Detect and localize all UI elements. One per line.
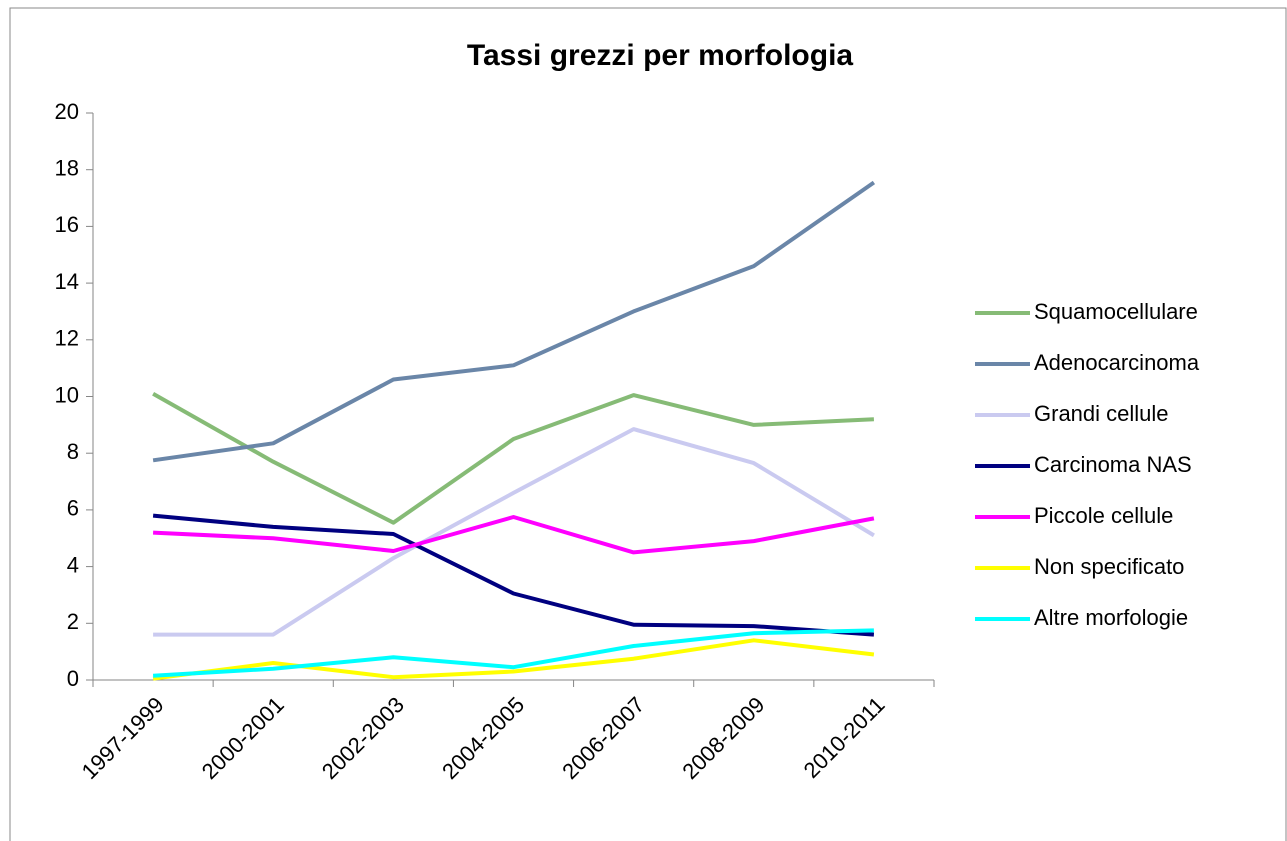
legend-label: Squamocellulare — [1034, 299, 1198, 324]
x-tick-label: 2008-2009 — [677, 692, 769, 784]
series-line — [152, 180, 876, 463]
chart-frame — [9, 7, 1287, 841]
legend-label: Adenocarcinoma — [1034, 350, 1200, 375]
y-tick-label: 4 — [67, 552, 79, 577]
x-tick-label: 2002-2003 — [317, 692, 409, 784]
y-tick-label: 20 — [55, 99, 79, 124]
series-line — [152, 638, 875, 681]
legend-label: Grandi cellule — [1034, 401, 1169, 426]
legend-label: Altre morfologie — [1034, 605, 1188, 630]
y-tick-label: 10 — [55, 382, 79, 407]
y-tick-label: 18 — [55, 156, 79, 181]
x-tick-label: 2010-2011 — [799, 692, 890, 783]
series-line — [152, 628, 874, 678]
series-line — [152, 391, 874, 525]
y-tick-label: 8 — [67, 439, 79, 464]
series-line — [153, 427, 875, 637]
x-tick-label: 2006-2007 — [557, 692, 649, 784]
y-tick-label: 2 — [67, 609, 79, 634]
y-tick-label: 6 — [67, 496, 79, 521]
y-tick-label: 12 — [55, 326, 79, 351]
series-line — [153, 515, 875, 555]
chart-title: Tassi grezzi per morfologia — [467, 39, 854, 72]
y-tick-label: 16 — [55, 212, 79, 237]
x-tick-label: 2000-2001 — [197, 692, 289, 784]
x-tick-label: 1997-1999 — [77, 692, 169, 784]
y-tick-label: 0 — [67, 666, 79, 691]
x-tick-label: 2004-2005 — [437, 692, 529, 784]
y-tick-label: 14 — [55, 269, 79, 294]
series-line — [152, 513, 875, 637]
legend-label: Carcinoma NAS — [1034, 452, 1192, 477]
legend-label: Piccole cellule — [1034, 503, 1173, 528]
legend-label: Non specificato — [1034, 554, 1184, 579]
